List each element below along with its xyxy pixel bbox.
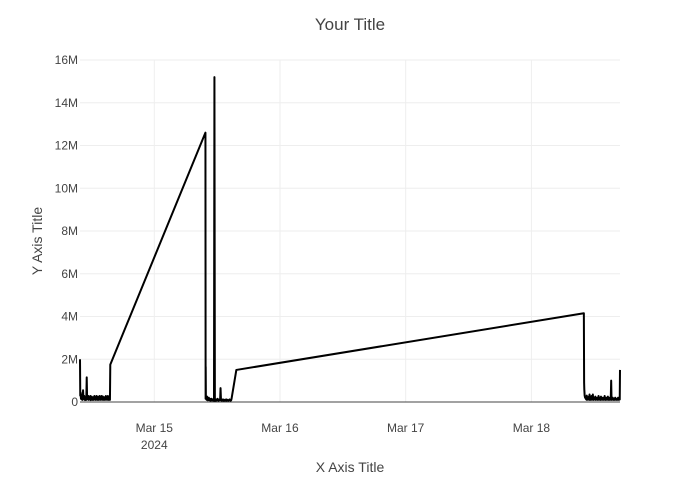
y-tick-label: 2M [61, 352, 78, 366]
y-tick-label: 4M [61, 310, 78, 324]
x-axis-title: X Axis Title [316, 459, 385, 475]
y-tick-label: 0 [71, 395, 78, 409]
x-tick-label: Mar 18 [513, 421, 551, 435]
y-tick-label: 10M [55, 181, 78, 195]
y-tick-label: 16M [55, 53, 78, 67]
x-tick-label: Mar 15 [136, 421, 174, 435]
x-axis-ticks: Mar 15 2024 Mar 16 Mar 17 Mar 18 [136, 421, 551, 452]
y-tick-label: 14M [55, 96, 78, 110]
y-axis-ticks: 0 2M 4M 6M 8M 10M 12M 14M 16M [55, 53, 79, 409]
y-tick-label: 8M [61, 224, 78, 238]
x-tick-label: Mar 17 [387, 421, 425, 435]
chart-title: Your Title [315, 15, 385, 34]
x-tick-year-label: 2024 [141, 438, 168, 452]
y-axis-title: Y Axis Title [29, 207, 45, 275]
y-tick-label: 6M [61, 267, 78, 281]
y-tick-label: 12M [55, 139, 78, 153]
series-layer [79, 76, 621, 402]
grid [80, 59, 620, 402]
x-tick-label: Mar 16 [261, 421, 299, 435]
series-line [79, 76, 621, 402]
